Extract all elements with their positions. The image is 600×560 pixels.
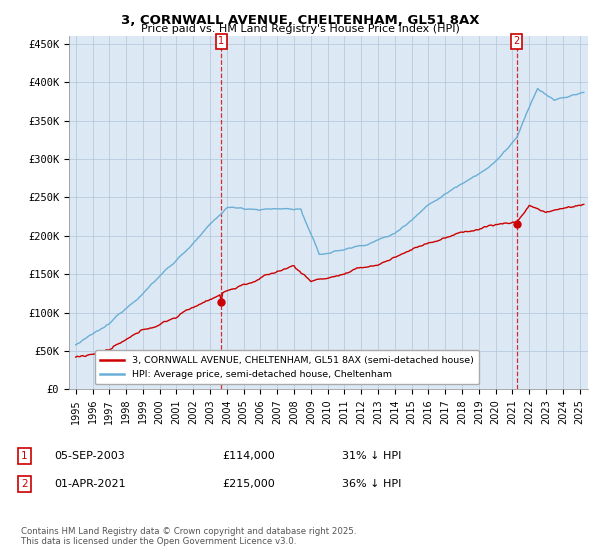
Text: 05-SEP-2003: 05-SEP-2003 <box>54 451 125 461</box>
Text: 1: 1 <box>218 36 224 46</box>
Text: Contains HM Land Registry data © Crown copyright and database right 2025.
This d: Contains HM Land Registry data © Crown c… <box>21 526 356 546</box>
Text: 31% ↓ HPI: 31% ↓ HPI <box>342 451 401 461</box>
Text: 3, CORNWALL AVENUE, CHELTENHAM, GL51 8AX: 3, CORNWALL AVENUE, CHELTENHAM, GL51 8AX <box>121 14 479 27</box>
Text: 2: 2 <box>21 479 28 489</box>
Text: £114,000: £114,000 <box>222 451 275 461</box>
Legend: 3, CORNWALL AVENUE, CHELTENHAM, GL51 8AX (semi-detached house), HPI: Average pri: 3, CORNWALL AVENUE, CHELTENHAM, GL51 8AX… <box>95 351 479 385</box>
Text: Price paid vs. HM Land Registry's House Price Index (HPI): Price paid vs. HM Land Registry's House … <box>140 24 460 34</box>
Text: £215,000: £215,000 <box>222 479 275 489</box>
Text: 2: 2 <box>514 36 520 46</box>
Text: 1: 1 <box>21 451 28 461</box>
Text: 36% ↓ HPI: 36% ↓ HPI <box>342 479 401 489</box>
Text: 01-APR-2021: 01-APR-2021 <box>54 479 125 489</box>
